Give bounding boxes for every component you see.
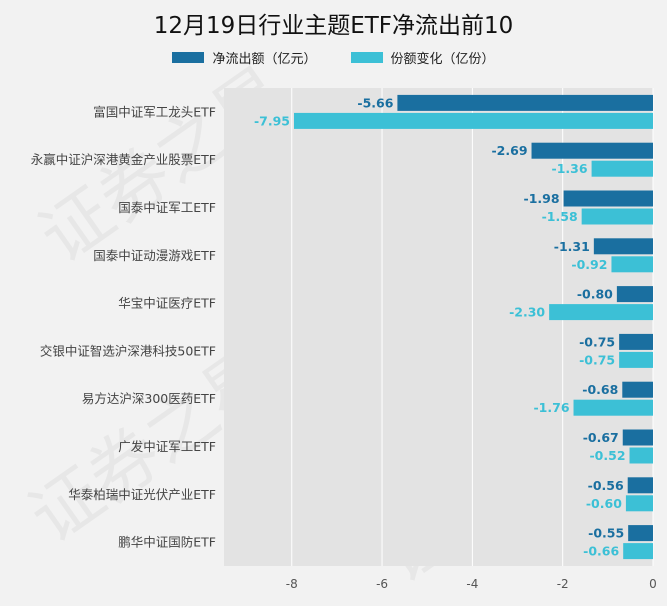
bar-net-outflow (622, 429, 653, 446)
bar-share-change (611, 256, 653, 273)
bar-net-outflow (563, 190, 653, 207)
bar-share-change (573, 399, 653, 416)
bar-share-change (625, 495, 653, 512)
bar-share-change (591, 160, 653, 177)
legend-item-net-outflow: 净流出额（亿元） (172, 48, 317, 67)
legend-swatch-share-change (350, 52, 383, 63)
data-label-share-change: -1.36 (552, 161, 588, 176)
data-label-net-outflow: -5.66 (357, 95, 393, 110)
data-label-net-outflow: -0.80 (577, 287, 613, 302)
bar-net-outflow (397, 94, 653, 111)
bar-net-outflow (593, 238, 653, 255)
category-label: 华宝中证医疗ETF (118, 296, 216, 311)
data-label-share-change: -2.30 (509, 305, 545, 320)
legend-label-net-outflow: 净流出额（亿元） (212, 52, 317, 67)
chart-title: 12月19日行业主题ETF净流出前10 (153, 13, 514, 39)
bar-share-change (619, 351, 653, 368)
x-tick-label: -4 (466, 577, 478, 591)
category-label: 永赢中证沪深港黄金产业股票ETF (31, 152, 216, 167)
data-label-share-change: -0.92 (571, 257, 607, 272)
data-label-share-change: -7.95 (254, 113, 290, 128)
bar-net-outflow (531, 142, 653, 159)
category-label: 华泰柏瑞中证光伏产业ETF (68, 487, 216, 502)
bar-net-outflow (628, 525, 653, 542)
legend-label-share-change: 份额变化（亿份） (390, 52, 495, 67)
chart-legend: 净流出额（亿元） 份额变化（亿份） (0, 48, 667, 67)
x-tick-label: -6 (376, 577, 388, 591)
plot-background (224, 88, 653, 566)
category-label: 易方达沪深300医药ETF (82, 391, 216, 406)
data-label-share-change: -1.76 (533, 400, 569, 415)
data-label-net-outflow: -2.69 (491, 143, 527, 158)
data-label-net-outflow: -0.56 (588, 478, 624, 493)
x-tick-label: -2 (557, 577, 569, 591)
bar-share-change (293, 112, 653, 129)
legend-swatch-net-outflow (172, 52, 205, 63)
category-label: 鹏华中证国防ETF (118, 535, 216, 550)
data-label-share-change: -0.66 (583, 544, 619, 559)
data-label-net-outflow: -0.67 (583, 430, 619, 445)
x-tick-label: -8 (286, 577, 298, 591)
category-label: 富国中证军工龙头ETF (93, 104, 216, 119)
bar-net-outflow (622, 381, 653, 398)
data-label-share-change: -0.75 (579, 352, 615, 367)
data-label-net-outflow: -0.68 (582, 382, 618, 397)
bar-share-change (581, 208, 653, 225)
data-label-net-outflow: -1.31 (554, 239, 590, 254)
data-label-share-change: -0.52 (589, 448, 625, 463)
bar-share-change (629, 447, 653, 464)
data-label-net-outflow: -0.55 (588, 526, 624, 541)
data-label-share-change: -0.60 (586, 496, 622, 511)
bar-share-change (549, 304, 653, 321)
bar-net-outflow (616, 286, 653, 303)
data-label-net-outflow: -0.75 (579, 334, 615, 349)
bar-net-outflow (619, 333, 653, 350)
category-label: 交银中证智选沪深港科技50ETF (40, 343, 216, 358)
bar-share-change (623, 543, 653, 560)
category-label: 国泰中证军工ETF (118, 200, 216, 215)
legend-item-share-change: 份额变化（亿份） (350, 48, 495, 67)
plot-area: -8 -6 -4 -2 0 富国中证军工龙头ETF -5.66 -7.95 永赢中证沪深港黄金产… (31, 88, 657, 591)
bar-net-outflow (627, 477, 653, 494)
data-label-net-outflow: -1.98 (524, 191, 560, 206)
category-label: 国泰中证动漫游戏ETF (93, 248, 216, 263)
x-tick-label: 0 (649, 577, 657, 591)
category-label: 广发中证军工ETF (118, 439, 216, 454)
data-label-share-change: -1.58 (542, 209, 578, 224)
